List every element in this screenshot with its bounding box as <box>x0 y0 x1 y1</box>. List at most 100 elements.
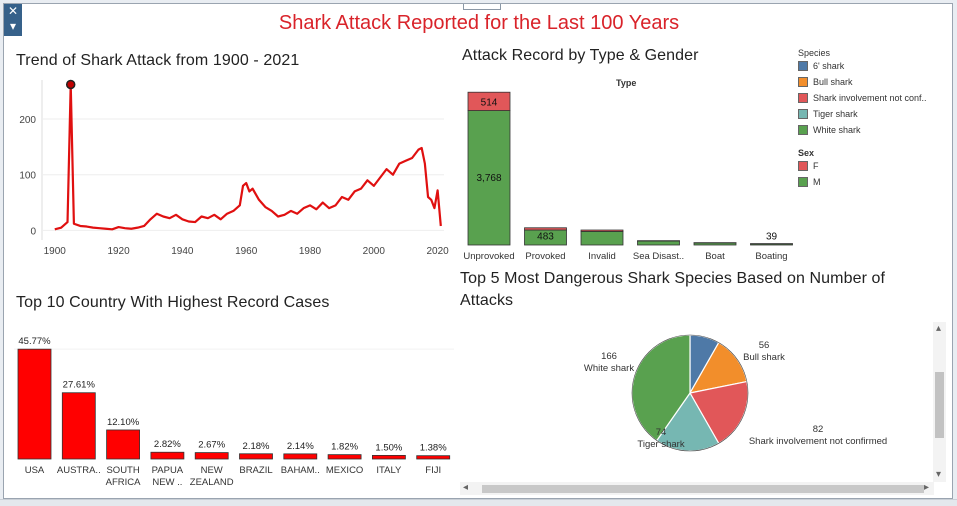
trend-x-tick-label: 1980 <box>299 246 322 257</box>
pie-category-label: Bull shark <box>743 352 785 363</box>
horizontal-scrollbar[interactable]: ◂ ▸ <box>460 482 934 495</box>
bar-2-f <box>580 229 624 232</box>
type-gender-bar-chart[interactable]: Unprovoked Provoked Invalid Sea Disast.. Boa… <box>456 88 801 263</box>
legend-label: 6' shark <box>813 61 845 71</box>
pie-value-label: 166 <box>601 351 617 362</box>
legend-swatch <box>798 77 808 87</box>
country-value-label: 2.82% <box>154 439 181 450</box>
type-category-label: Sea Disast.. <box>633 251 684 262</box>
country-category-label: BAHAM.. <box>281 465 320 476</box>
type-data-label: 483 <box>537 231 554 242</box>
legend-swatch <box>798 125 808 135</box>
vertical-scrollbar[interactable]: ▴ ▾ <box>933 322 946 482</box>
chevron-down-icon[interactable]: ▾ <box>9 19 17 33</box>
country-category-label: AUSTRA.. <box>57 465 101 476</box>
legend-swatch <box>798 109 808 119</box>
country-value-label: 1.38% <box>420 443 447 454</box>
species-legend-item[interactable]: Bull shark <box>798 74 948 90</box>
bar-0-f <box>467 91 511 111</box>
sex-legend-item[interactable]: F <box>798 158 948 174</box>
type-category-label: Boat <box>705 251 725 262</box>
sex-legend-title: Sex <box>798 148 815 158</box>
type-gender-title: Attack Record by Type & Gender <box>462 47 699 64</box>
dashboard-frame: ✕ ▾ Shark Attack Reported for the Last 1… <box>3 3 953 499</box>
trend-x-tick-label: 2020 <box>426 246 449 257</box>
species-legend-item[interactable]: Tiger shark <box>798 106 948 122</box>
panel-tab-handle[interactable] <box>463 4 501 10</box>
country-bar-1 <box>61 392 96 460</box>
sex-legend-item[interactable]: M <box>798 174 948 190</box>
toolbar-controls[interactable]: ✕ ▾ <box>4 4 22 36</box>
type-category-label: Unprovoked <box>463 251 514 262</box>
type-data-label: 3,768 <box>476 173 501 184</box>
legend-swatch <box>798 161 808 171</box>
species-legend-item[interactable]: 6' shark <box>798 58 948 74</box>
pie-category-label: Tiger shark <box>637 439 684 450</box>
country-bar-4 <box>194 452 229 460</box>
pie-value-label: 56 <box>759 340 770 351</box>
country-category-label: NEW <box>201 465 223 476</box>
trend-y-tick-label: 0 <box>30 226 36 237</box>
trend-series-line <box>54 83 442 231</box>
dashboard-title: Shark Attack Reported for the Last 100 Y… <box>278 12 680 34</box>
country-bar-7 <box>327 454 362 460</box>
pie-category-label: Shark involvement not confirmed <box>749 436 887 447</box>
trend-x-tick-label: 1940 <box>171 246 194 257</box>
country-category-label: BRAZIL <box>239 465 272 476</box>
legend-swatch <box>798 93 808 103</box>
trend-y-tick-label: 200 <box>19 115 36 126</box>
pie-category-label: White shark <box>584 363 634 374</box>
country-category-label: FIJI <box>425 465 441 476</box>
legend-panel: Species 6' shark Bull shark Shark involvem… <box>798 48 948 190</box>
type-category-label: Invalid <box>588 251 615 262</box>
horizontal-scroll-thumb[interactable] <box>482 485 924 493</box>
legend-label: Shark involvement not conf.. <box>813 93 927 103</box>
close-icon[interactable]: ✕ <box>7 4 19 18</box>
trend-line-chart[interactable]: 0 100 200 1900 1920 1940 1960 1980 2000 2020 <box>4 74 454 264</box>
species-legend-title: Species <box>798 48 831 58</box>
country-bar-3 <box>150 451 185 460</box>
type-category-label: Boating <box>755 251 787 262</box>
trend-x-tick-label: 1920 <box>107 246 130 257</box>
bar-3-m <box>637 240 680 246</box>
country-value-label: 1.50% <box>375 442 402 453</box>
type-header: Type <box>616 78 637 88</box>
type-data-label: 39 <box>766 232 778 243</box>
country-category-label: USA <box>25 465 45 476</box>
country-value-label: 45.77% <box>18 336 51 347</box>
country-bar-2 <box>106 429 140 460</box>
scroll-up-icon[interactable]: ▴ <box>936 323 942 334</box>
country-category-label: MEXICO <box>326 465 363 476</box>
pie-value-label: 82 <box>813 424 824 435</box>
trend-x-tick-label: 2000 <box>363 246 386 257</box>
country-value-label: 1.82% <box>331 442 358 453</box>
country-bar-9 <box>416 455 451 460</box>
scroll-left-icon[interactable]: ◂ <box>463 482 469 493</box>
pie-outline <box>631 334 749 452</box>
country-category-label: NEW .. <box>152 477 182 488</box>
bar-1-f <box>524 227 567 231</box>
scroll-down-icon[interactable]: ▾ <box>936 469 942 480</box>
country-bar-chart[interactable]: 45.77% USA 27.61% AUSTRA.. 12.10% SOUTHAFRICA… <box>4 322 456 494</box>
species-legend-item[interactable]: Shark involvement not conf.. <box>798 90 948 106</box>
scroll-right-icon[interactable]: ▸ <box>924 482 930 493</box>
type-data-label: 514 <box>481 97 498 108</box>
bar-2-m <box>580 231 624 246</box>
trend-x-tick-label: 1960 <box>235 246 258 257</box>
country-category-label: SOUTH <box>106 465 139 476</box>
vertical-scroll-thumb[interactable] <box>935 372 944 438</box>
species-title: Top 5 Most Dangerous Shark Species Based… <box>460 270 886 309</box>
pie-value-label: 74 <box>656 427 667 438</box>
country-value-label: 12.10% <box>107 417 140 428</box>
country-bar-5 <box>239 453 273 460</box>
species-legend[interactable]: 6' shark Bull shark Shark involvement not … <box>798 58 948 138</box>
country-value-label: 2.14% <box>287 441 314 452</box>
country-bar-6 <box>283 453 318 460</box>
country-category-label: ZEALAND <box>190 477 234 488</box>
legend-swatch <box>798 177 808 187</box>
country-value-label: 2.18% <box>243 441 270 452</box>
country-value-label: 2.67% <box>198 440 225 451</box>
species-legend-item[interactable]: White shark <box>798 122 948 138</box>
